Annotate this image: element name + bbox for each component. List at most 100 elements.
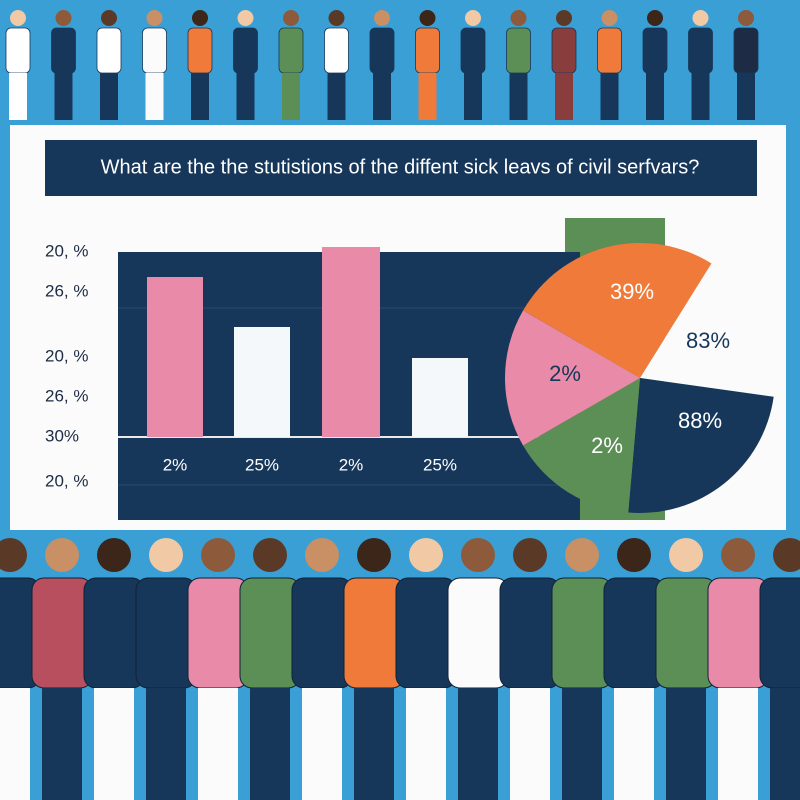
head: [773, 538, 800, 572]
body: [655, 577, 717, 689]
legs: [510, 688, 550, 800]
body: [506, 27, 531, 74]
pie: [504, 243, 776, 513]
head: [461, 538, 495, 572]
legs: [100, 73, 118, 120]
body: [135, 577, 197, 689]
legs: [191, 73, 209, 120]
bar-shape: [412, 358, 468, 437]
head: [669, 538, 703, 572]
body: [324, 27, 349, 74]
head: [601, 10, 618, 26]
body: [187, 27, 213, 74]
pie-label: 2%: [591, 433, 623, 458]
legs: [42, 688, 82, 800]
body: [187, 577, 249, 689]
y-label: 20, %: [45, 241, 88, 260]
head: [374, 10, 390, 26]
y-label: 26, %: [45, 281, 88, 300]
legs: [373, 73, 391, 120]
legs: [555, 73, 573, 120]
title: What are the the stutistions of the diff…: [101, 156, 700, 178]
head: [149, 538, 183, 572]
top-crowd: [5, 10, 759, 120]
body: [597, 27, 622, 74]
y-label: 20, %: [45, 346, 88, 365]
body: [415, 27, 440, 74]
body: [551, 27, 577, 74]
legs: [458, 688, 498, 800]
body: [447, 577, 509, 689]
legs: [464, 73, 482, 120]
legs: [737, 73, 755, 120]
head: [237, 10, 254, 26]
y-label: 26, %: [45, 386, 88, 405]
body: [233, 27, 258, 74]
head: [305, 538, 339, 572]
head: [10, 10, 26, 26]
head: [721, 538, 755, 572]
pie-slice: [523, 243, 712, 378]
body: [51, 27, 76, 74]
legs: [646, 73, 664, 120]
pie-slice: [523, 378, 640, 513]
legs: [327, 73, 346, 120]
head: [328, 10, 345, 26]
legs: [9, 73, 27, 120]
legs: [770, 688, 800, 800]
legs: [250, 688, 290, 800]
head: [192, 10, 208, 26]
body: [239, 577, 301, 689]
body: [343, 577, 405, 689]
head: [283, 10, 299, 26]
body: [31, 577, 93, 689]
legs: [406, 688, 446, 800]
legs: [562, 688, 602, 800]
body: [291, 577, 353, 689]
bar-shape: [234, 327, 290, 437]
head: [617, 538, 651, 572]
bar-shape: [322, 247, 380, 437]
legs: [198, 688, 238, 800]
head: [253, 538, 287, 572]
head: [201, 538, 235, 572]
head: [565, 538, 599, 572]
head: [556, 10, 572, 26]
legs: [418, 73, 437, 120]
head: [409, 538, 443, 572]
body: [551, 577, 613, 689]
title-bar: [45, 140, 757, 196]
body: [460, 27, 486, 74]
legs: [600, 73, 619, 120]
y-label: 30%: [45, 426, 79, 445]
head: [647, 10, 663, 26]
head: [101, 10, 117, 26]
body: [759, 577, 800, 689]
body: [369, 27, 395, 74]
legs: [718, 688, 758, 800]
legs: [54, 73, 73, 120]
bar-shape: [147, 277, 203, 437]
legs: [614, 688, 654, 800]
legs: [94, 688, 134, 800]
head: [55, 10, 72, 26]
head: [146, 10, 163, 26]
pie-slice: [628, 378, 774, 513]
legs: [0, 688, 30, 800]
bar-label: 25%: [245, 455, 279, 474]
legs: [145, 73, 164, 120]
head: [510, 10, 527, 26]
head: [419, 10, 436, 26]
body: [83, 577, 145, 689]
bar-label: 2%: [163, 455, 188, 474]
body: [96, 27, 122, 74]
pie-slice: [504, 310, 640, 446]
head: [465, 10, 481, 26]
legs: [282, 73, 300, 120]
body: [642, 27, 668, 74]
body: [142, 27, 167, 74]
body: [278, 27, 304, 74]
y-label: 20, %: [45, 471, 88, 490]
legs: [666, 688, 706, 800]
